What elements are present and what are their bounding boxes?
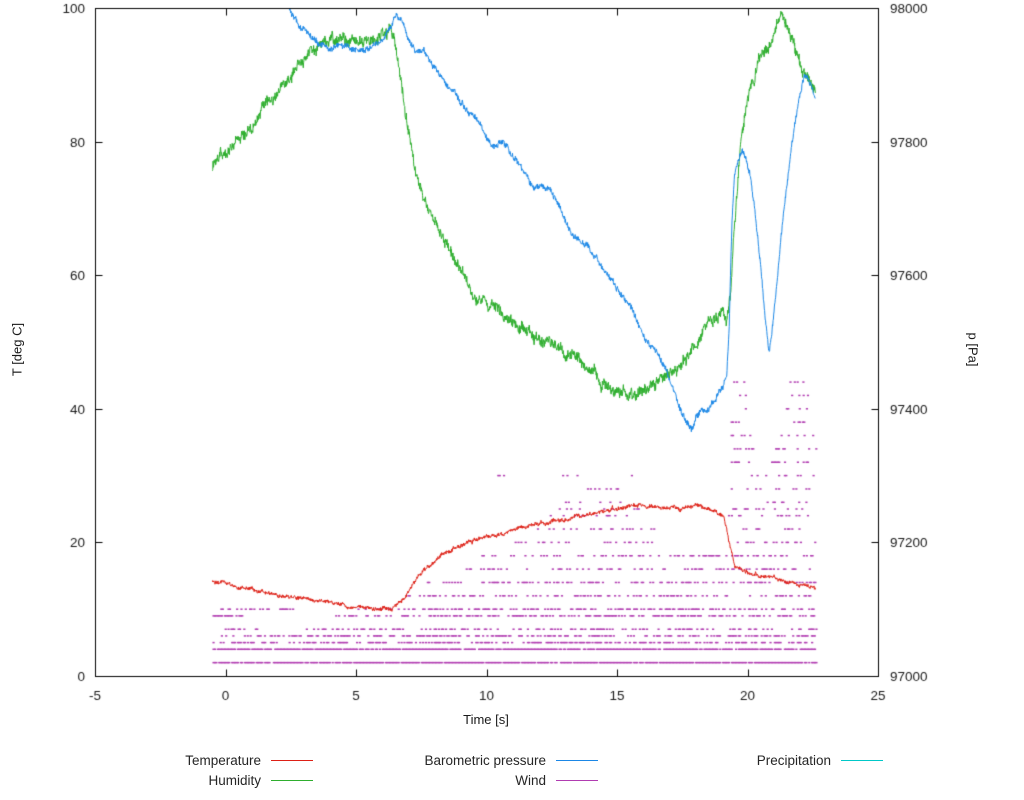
legend-line-sample: [841, 759, 883, 761]
legend: Temperature Barometric pressure Precipitat…: [28, 752, 898, 788]
legend-line-sample: [556, 779, 598, 781]
legend-label: Wind: [515, 772, 546, 788]
legend-line-sample: [271, 759, 313, 761]
legend-item-precipitation: Precipitation: [598, 752, 883, 768]
right-axis-title: p [Pa]: [965, 332, 981, 367]
legend-label: Precipitation: [756, 752, 831, 768]
left-axis-title: T [deg C]: [9, 322, 25, 377]
legend-item-humidity: Humidity: [28, 772, 313, 788]
legend-item-temperature: Temperature: [28, 752, 313, 768]
legend-label: Barometric pressure: [424, 752, 546, 768]
x-axis-title: Time [s]: [463, 712, 509, 727]
legend-line-sample: [556, 759, 598, 761]
legend-label: Temperature: [185, 752, 261, 768]
legend-item-wind: Wind: [313, 772, 598, 788]
legend-item-barometric-pressure: Barometric pressure: [313, 752, 598, 768]
legend-line-sample: [271, 779, 313, 781]
legend-label: Humidity: [208, 772, 261, 788]
